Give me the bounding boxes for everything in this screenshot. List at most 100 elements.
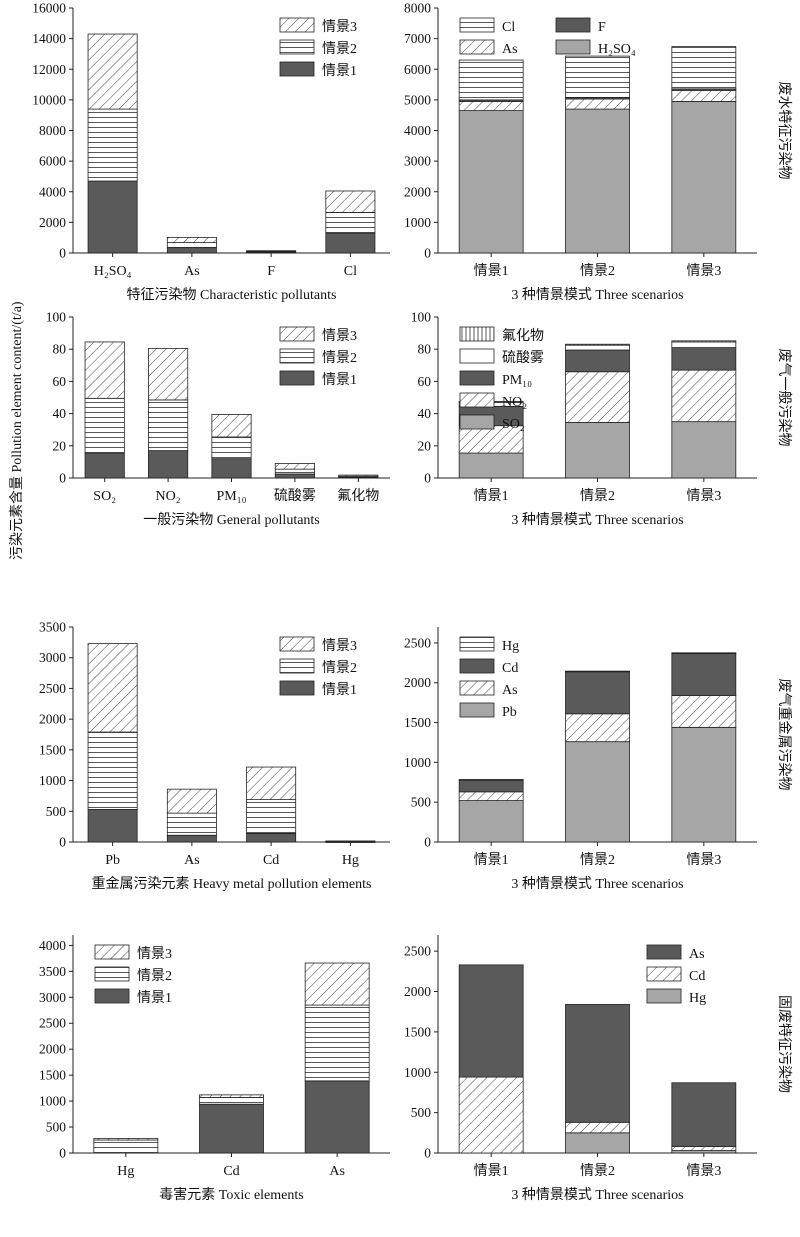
legend-label: 情景1 [322, 372, 357, 388]
legend-label: Cd [689, 969, 705, 984]
x-axis-title: 毒害元素 Toxic elements [159, 1187, 303, 1203]
bar-segment-2 [93, 1139, 159, 1154]
bar-segment-1 [87, 809, 138, 843]
bar-segment-4 [671, 46, 737, 90]
bar-segment-2 [166, 242, 217, 249]
y-tick-label: 7000 [404, 31, 431, 46]
legend-swatch [459, 392, 495, 408]
legend-swatch [646, 966, 682, 982]
bar-segment-3 [87, 33, 138, 110]
y-tick-label: 500 [411, 1105, 432, 1120]
y-tick-label: 0 [424, 1146, 431, 1161]
x-tick-label: Hg [342, 853, 359, 868]
bar-segment-2 [325, 212, 376, 234]
y-tick-label: 1500 [404, 715, 431, 730]
legend-swatch [279, 658, 315, 674]
x-axis-title: 一般污染物 General pollutants [143, 512, 320, 528]
bar-segment-3 [84, 341, 125, 399]
chart-panel-5: 0 500 1000 1500 2000 2500 3000 3500 Pb As Cd Hg 重金属污… [39, 620, 390, 892]
x-tick-label: 情景2 [580, 1163, 615, 1179]
bar-segment-3 [246, 250, 297, 252]
y-tick-label: 80 [53, 342, 67, 357]
legend-swatch [459, 702, 495, 718]
y-tick-label: 2000 [39, 215, 66, 230]
y-tick-label: 60 [53, 374, 67, 389]
y-tick-label: 5000 [404, 92, 431, 107]
bar-segment-1 [304, 1080, 370, 1154]
x-tick-label: F [267, 264, 275, 279]
legend-swatch [646, 988, 682, 1004]
bar-segment-1 [671, 726, 737, 843]
bar-segment-1 [211, 458, 252, 479]
y-tick-label: 12000 [32, 62, 66, 77]
bar-segment-3 [87, 643, 138, 733]
x-tick-label: 情景1 [474, 1163, 509, 1179]
x-axis-title: 特征污染物 Characteristic pollutants [127, 287, 337, 303]
legend-swatch [94, 988, 130, 1004]
y-tick-label: 1000 [404, 755, 431, 770]
legend-swatch [279, 636, 315, 652]
legend-label: SO₂ [502, 417, 525, 432]
bar-segment-1 [246, 833, 297, 843]
y-tick-label: 3000 [39, 990, 66, 1005]
bar-segment-4 [458, 779, 524, 781]
bar-segment-3 [671, 1082, 737, 1147]
bar-segment-4 [458, 59, 524, 101]
y-tick-label: 1000 [404, 1065, 431, 1080]
y-tick-label: 100 [411, 310, 432, 325]
bar-segment-1 [671, 101, 737, 254]
y-tick-label: 2000 [39, 712, 66, 727]
y-tick-label: 8000 [404, 1, 431, 16]
y-tick-label: 2500 [39, 1016, 66, 1031]
legend-swatch [555, 39, 591, 55]
bar-segment-3 [166, 788, 217, 814]
legend: As Cd Hg [646, 944, 706, 1006]
bar-segment-4 [565, 670, 630, 673]
bar-segment-3 [93, 1138, 159, 1141]
bar-segment-3 [671, 347, 737, 371]
legend-label: 氟化物 [502, 328, 544, 344]
legend-label: 情景2 [137, 968, 172, 984]
x-tick-label: Pb [105, 853, 120, 868]
bar-segment-2 [87, 108, 138, 182]
y-tick-label: 0 [59, 246, 66, 261]
side-label: 废气一般污染物 [776, 349, 792, 447]
y-tick-label: 3500 [39, 620, 66, 635]
y-tick-label: 3000 [404, 154, 431, 169]
bar-segment-3 [671, 652, 737, 696]
x-tick-label: 氟化物 [337, 488, 379, 504]
legend-swatch [459, 414, 495, 430]
legend-label: As [689, 947, 705, 962]
bar-segment-1 [87, 180, 138, 254]
x-tick-label: 情景3 [686, 488, 721, 504]
bar-segment-2 [565, 371, 630, 423]
y-tick-label: 2000 [404, 984, 431, 999]
bar-segment-1 [274, 473, 315, 479]
x-tick-label: 情景1 [474, 852, 509, 868]
bar-segment-1 [166, 834, 217, 843]
x-tick-label: PM₁₀ [217, 489, 247, 504]
bar-segment-2 [211, 436, 252, 460]
y-tick-label: 6000 [404, 62, 431, 77]
bar-segment-1 [148, 450, 189, 479]
bar-segment-2 [565, 1121, 630, 1134]
bar-segment-3 [304, 962, 370, 1006]
x-tick-label: 硫酸雾 [274, 488, 316, 504]
x-tick-label: As [184, 853, 200, 868]
legend-swatch [279, 348, 315, 364]
y-tick-label: 40 [418, 406, 432, 421]
bar-segment-3 [199, 1094, 264, 1098]
y-tick-label: 1000 [39, 773, 66, 788]
legend: 情景3 情景2 情景1 [94, 944, 172, 1006]
x-tick-label: 情景2 [580, 852, 615, 868]
legend: Cl F As H₂SO₄ [459, 17, 636, 57]
y-tick-label: 0 [424, 246, 431, 261]
y-tick-label: 500 [46, 1120, 67, 1135]
x-tick-label: 情景1 [474, 263, 509, 279]
x-axis-title: 重金属污染元素 Heavy metal pollution elements [92, 876, 372, 892]
bar-segment-1 [565, 741, 630, 843]
y-tick-label: 1000 [39, 1094, 66, 1109]
legend-swatch [646, 944, 682, 960]
